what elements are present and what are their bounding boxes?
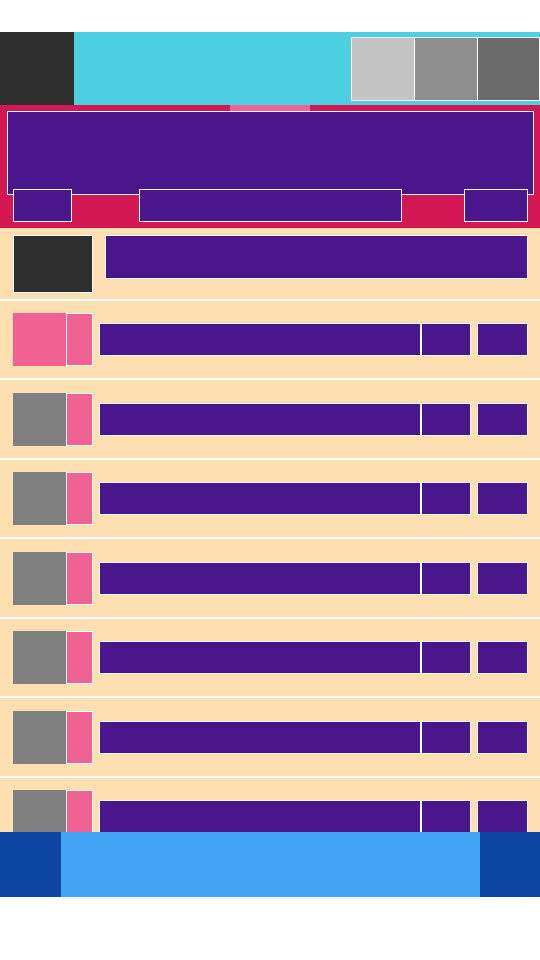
item-title [99, 721, 421, 754]
item-value [421, 403, 471, 436]
action-button-1[interactable] [351, 37, 415, 101]
list-item[interactable] [0, 778, 540, 832]
item-action[interactable] [477, 641, 528, 674]
flag-icon [66, 472, 93, 525]
item-title [99, 482, 421, 515]
thumbnail [13, 393, 67, 446]
list-item[interactable] [0, 380, 540, 458]
header-indicator [230, 105, 310, 111]
divider [0, 458, 540, 460]
thumbnail [13, 711, 67, 764]
item-title [99, 562, 421, 595]
divider [0, 378, 540, 380]
item-value [421, 800, 471, 832]
list-item-featured[interactable] [0, 228, 540, 300]
divider [0, 537, 540, 539]
header-field[interactable] [139, 189, 402, 222]
featured-item-text [105, 235, 528, 279]
flag-icon [66, 790, 93, 832]
item-action[interactable] [477, 403, 528, 436]
avatar [13, 235, 93, 293]
item-value [421, 323, 471, 356]
list-item[interactable] [0, 539, 540, 617]
thumbnail [13, 790, 67, 832]
app-bar [0, 32, 540, 105]
item-title [99, 800, 421, 832]
flag-icon [66, 393, 93, 446]
item-title [99, 403, 421, 436]
header-title [7, 111, 534, 195]
list-item[interactable] [0, 460, 540, 538]
flag-icon [66, 711, 93, 764]
divider [0, 776, 540, 778]
item-list [0, 228, 540, 832]
flag-icon [66, 552, 93, 605]
flag-icon [66, 631, 93, 684]
item-value [421, 721, 471, 754]
item-action[interactable] [477, 482, 528, 515]
divider [0, 696, 540, 698]
item-value [421, 482, 471, 515]
bottom-bar [0, 832, 540, 897]
list-item[interactable] [0, 698, 540, 776]
thumbnail [13, 313, 67, 366]
item-action[interactable] [477, 721, 528, 754]
header-left-button[interactable] [13, 189, 72, 222]
menu-icon[interactable] [0, 32, 74, 105]
list-item[interactable] [0, 301, 540, 379]
nav-right-icon[interactable] [480, 832, 540, 897]
item-action[interactable] [477, 562, 528, 595]
thumbnail [13, 631, 67, 684]
flag-icon [66, 313, 93, 366]
thumbnail [13, 552, 67, 605]
action-button-2[interactable] [414, 37, 478, 101]
thumbnail [13, 472, 67, 525]
header-right-button[interactable] [464, 189, 528, 222]
divider [0, 299, 540, 301]
nav-left-icon[interactable] [0, 832, 61, 897]
item-value [421, 562, 471, 595]
action-button-3[interactable] [477, 37, 540, 101]
header [0, 105, 540, 228]
list-item[interactable] [0, 619, 540, 697]
item-title [99, 323, 421, 356]
divider [0, 617, 540, 619]
item-title [99, 641, 421, 674]
bottom-bar-title [61, 832, 480, 897]
item-action[interactable] [477, 323, 528, 356]
item-action[interactable] [477, 800, 528, 832]
item-value [421, 641, 471, 674]
